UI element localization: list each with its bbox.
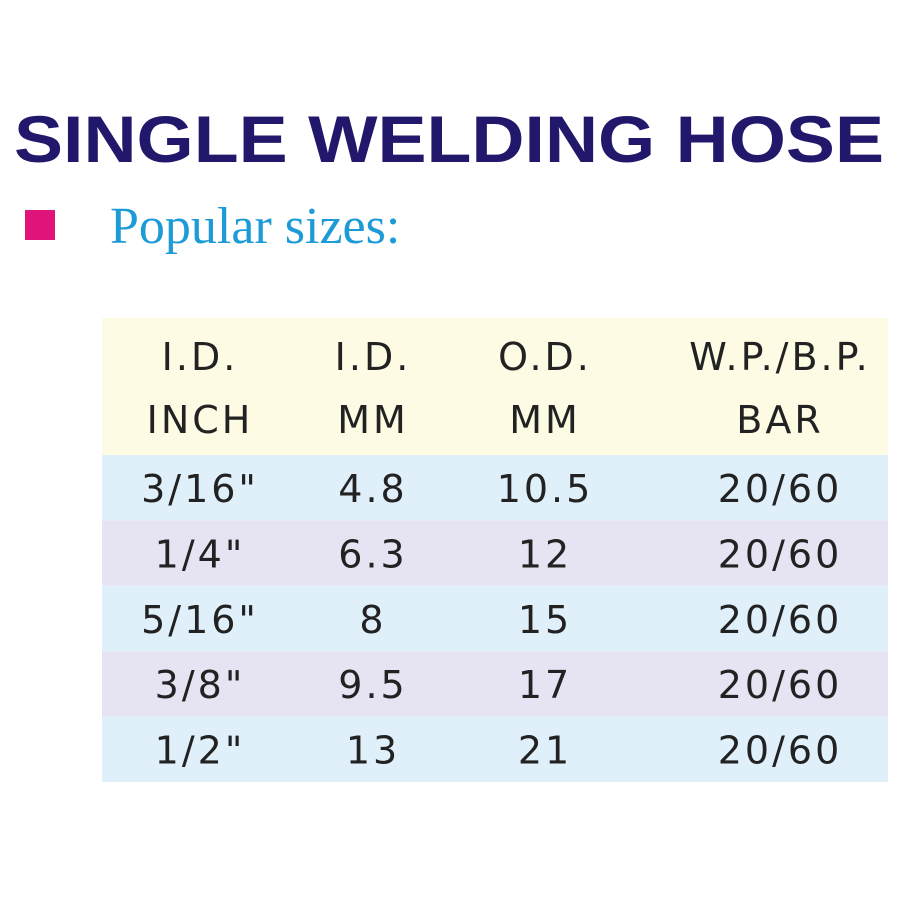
table-cell: 9.5 (338, 663, 407, 707)
table-cell: 3/8" (155, 663, 246, 707)
table-row-bg (102, 716, 888, 782)
column-header: MM (337, 398, 409, 442)
bullet (25, 210, 55, 240)
table-cell: 1/2" (155, 729, 246, 773)
table-row-bg (102, 651, 888, 717)
table-cell: 20/60 (718, 663, 843, 707)
table-cell: 1/4" (155, 532, 246, 576)
table-cell: 4.8 (338, 467, 407, 511)
table-cell: 21 (518, 729, 572, 773)
column-header: MM (509, 398, 581, 442)
table-header-bg (102, 318, 888, 455)
title: SINGLE WELDING HOSE (14, 102, 884, 176)
subtitle: Popular sizes: (110, 198, 400, 255)
table-cell: 5/16" (141, 598, 259, 642)
column-header: BAR (736, 398, 823, 442)
table-cell: 8 (359, 598, 386, 642)
table-cell: 10.5 (497, 467, 594, 511)
column-header: INCH (147, 398, 254, 442)
table-cell: 20/60 (718, 467, 843, 511)
table-row-bg (102, 520, 888, 586)
table-row-bg (102, 585, 888, 652)
table-cell: 3/16" (141, 467, 259, 511)
table-cell: 15 (518, 598, 572, 642)
table-cell: 12 (518, 532, 572, 576)
column-header: I.D. (335, 335, 412, 379)
column-header: O.D. (498, 335, 592, 379)
table-row-bg (102, 455, 888, 521)
column-header: I.D. (162, 335, 239, 379)
column-header: W.P./B.P. (689, 335, 870, 379)
table-cell: 20/60 (718, 532, 843, 576)
table-cell: 20/60 (718, 729, 843, 773)
table-cell: 6.3 (338, 532, 407, 576)
table-cell: 17 (518, 663, 572, 707)
table-cell: 20/60 (718, 598, 843, 642)
table: 3/16" 4.8 10.5 20/60 1/4" 6.3 12 20/60 5/16" 8 15 2… (102, 335, 888, 782)
table-cell: 13 (346, 729, 400, 773)
